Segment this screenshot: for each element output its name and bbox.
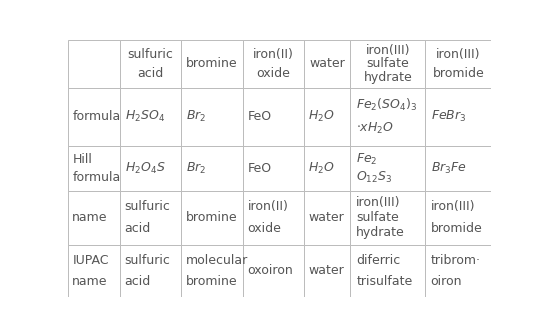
Text: name: name bbox=[73, 211, 108, 224]
Text: $FeBr_{3}$: $FeBr_{3}$ bbox=[431, 109, 466, 124]
Bar bbox=[120, 88, 181, 146]
Text: iron(III): iron(III) bbox=[366, 44, 410, 57]
Text: diferric: diferric bbox=[357, 254, 401, 267]
Text: acid: acid bbox=[137, 67, 163, 80]
Bar bbox=[425, 190, 491, 244]
Text: molecular: molecular bbox=[186, 254, 248, 267]
Bar bbox=[120, 40, 181, 88]
Bar bbox=[425, 88, 491, 146]
Text: formula: formula bbox=[73, 171, 121, 183]
Text: acid: acid bbox=[124, 222, 151, 235]
Text: oxide: oxide bbox=[257, 67, 290, 80]
Bar bbox=[351, 146, 425, 190]
Bar bbox=[351, 88, 425, 146]
Text: iron(III): iron(III) bbox=[431, 200, 475, 213]
Text: hydrate: hydrate bbox=[357, 226, 405, 239]
Text: sulfuric: sulfuric bbox=[127, 48, 173, 61]
Bar bbox=[68, 146, 120, 190]
Text: $Fe_{2}$: $Fe_{2}$ bbox=[357, 152, 378, 167]
Text: water: water bbox=[310, 57, 345, 70]
Bar bbox=[243, 190, 304, 244]
Text: oxide: oxide bbox=[248, 222, 282, 235]
Text: oxoiron: oxoiron bbox=[248, 265, 293, 278]
Text: Hill: Hill bbox=[73, 153, 92, 166]
Text: FeO: FeO bbox=[248, 110, 272, 123]
Bar bbox=[425, 244, 491, 297]
Text: sulfate: sulfate bbox=[366, 57, 409, 70]
Text: oiron: oiron bbox=[431, 275, 462, 288]
Text: iron(III): iron(III) bbox=[357, 196, 401, 209]
Bar bbox=[304, 244, 351, 297]
Text: bromide: bromide bbox=[432, 67, 484, 80]
Bar bbox=[243, 244, 304, 297]
Bar bbox=[243, 40, 304, 88]
Text: name: name bbox=[73, 275, 108, 288]
Text: formula: formula bbox=[73, 110, 121, 123]
Text: bromine: bromine bbox=[186, 211, 238, 224]
Text: iron(II): iron(II) bbox=[253, 48, 294, 61]
Text: trisulfate: trisulfate bbox=[357, 275, 413, 288]
Text: FeO: FeO bbox=[248, 162, 272, 175]
Text: acid: acid bbox=[124, 275, 151, 288]
Text: $H_{2}O$: $H_{2}O$ bbox=[308, 109, 335, 124]
Bar bbox=[68, 244, 120, 297]
Bar bbox=[243, 88, 304, 146]
Text: water: water bbox=[308, 265, 344, 278]
Bar bbox=[304, 146, 351, 190]
Text: IUPAC: IUPAC bbox=[73, 254, 109, 267]
Text: bromide: bromide bbox=[431, 222, 482, 235]
Text: iron(II): iron(II) bbox=[248, 200, 289, 213]
Text: $H_{2}SO_{4}$: $H_{2}SO_{4}$ bbox=[124, 109, 164, 124]
Bar bbox=[120, 190, 181, 244]
Text: $O_{12}S_{3}$: $O_{12}S_{3}$ bbox=[357, 169, 393, 185]
Bar bbox=[68, 40, 120, 88]
Text: $Br_{2}$: $Br_{2}$ bbox=[186, 109, 206, 124]
Bar bbox=[181, 88, 243, 146]
Bar bbox=[181, 190, 243, 244]
Text: water: water bbox=[308, 211, 344, 224]
Bar bbox=[351, 190, 425, 244]
Text: $H_{2}O_{4}S$: $H_{2}O_{4}S$ bbox=[124, 160, 165, 176]
Bar bbox=[425, 40, 491, 88]
Bar bbox=[120, 146, 181, 190]
Text: bromine: bromine bbox=[186, 275, 238, 288]
Text: sulfuric: sulfuric bbox=[124, 200, 170, 213]
Text: $\cdot xH_{2}O$: $\cdot xH_{2}O$ bbox=[357, 121, 394, 136]
Bar bbox=[243, 146, 304, 190]
Text: $H_{2}O$: $H_{2}O$ bbox=[308, 160, 335, 176]
Bar bbox=[120, 244, 181, 297]
Text: iron(III): iron(III) bbox=[436, 48, 480, 61]
Bar bbox=[304, 40, 351, 88]
Bar bbox=[68, 88, 120, 146]
Text: $Fe_{2}(SO_{4})_{3}$: $Fe_{2}(SO_{4})_{3}$ bbox=[357, 97, 418, 113]
Text: sulfate: sulfate bbox=[357, 211, 399, 224]
Text: $Br_{3}Fe$: $Br_{3}Fe$ bbox=[431, 160, 467, 176]
Bar bbox=[181, 40, 243, 88]
Bar bbox=[181, 146, 243, 190]
Text: sulfuric: sulfuric bbox=[124, 254, 170, 267]
Bar bbox=[304, 190, 351, 244]
Text: $Br_{2}$: $Br_{2}$ bbox=[186, 160, 206, 176]
Text: tribrom·: tribrom· bbox=[431, 254, 480, 267]
Bar bbox=[181, 244, 243, 297]
Bar bbox=[351, 40, 425, 88]
Text: hydrate: hydrate bbox=[364, 71, 412, 84]
Bar bbox=[425, 146, 491, 190]
Bar bbox=[68, 190, 120, 244]
Bar bbox=[351, 244, 425, 297]
Text: bromine: bromine bbox=[186, 57, 238, 70]
Bar bbox=[304, 88, 351, 146]
